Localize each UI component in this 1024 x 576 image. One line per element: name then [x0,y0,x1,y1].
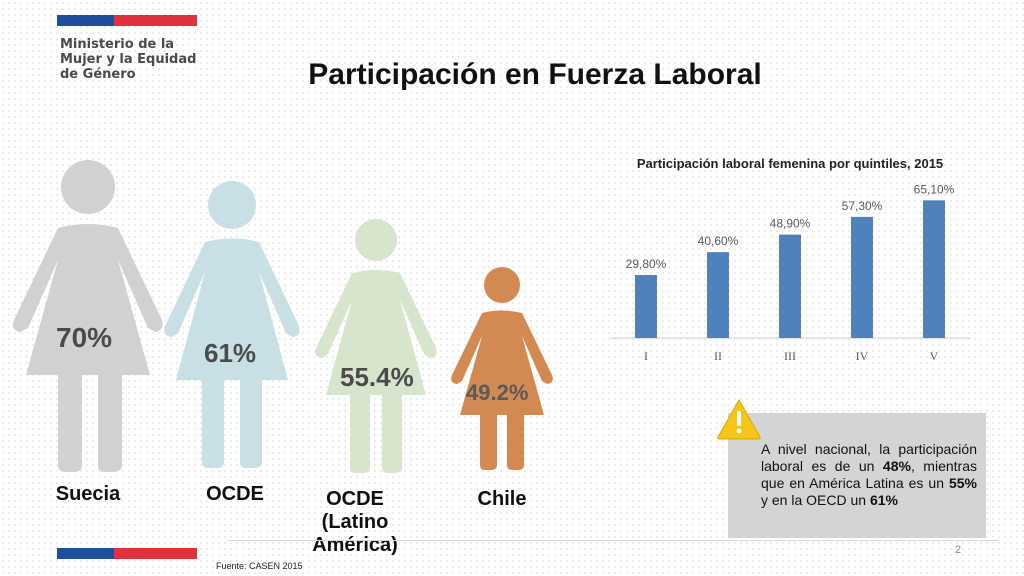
women-figures [12,160,553,473]
flag-blue-bottom [57,548,114,559]
bar-chart: 29,80% I 40,60% II 48,90% III 57,30% IV 65,10% V [610,182,970,363]
tick-label-IV: IV [856,349,869,363]
data-label-IV: 57,30% [842,199,883,213]
figure-label-ocde-latam-line1: OCDE [326,488,384,510]
figure-ocde-latam [315,219,437,473]
slide-title: Participación en Fuerza Laboral [308,58,762,91]
flag-red [114,15,197,26]
tick-label-III: III [784,349,796,363]
data-label-I: 29,80% [626,257,667,271]
note-part-2: , mientras que en América Latina es un [761,458,977,491]
figure-percent-suecia: 70% [56,322,113,353]
note-part-1: A nivel nacional, la participación labor… [761,441,977,474]
data-label-V: 65,10% [914,182,955,196]
figure-label-ocde: OCDE [206,483,264,505]
ministry-line-3: de Género [60,67,136,82]
figure-label-ocde-latam-line2: (Latino [321,511,389,533]
note-bold-3: 61% [869,492,898,508]
ministry-line-2: Mujer y la Equidad [60,52,197,67]
tick-label-I: I [644,349,648,363]
figure-label-ocde-latam: OCDE (Latino América) [300,488,410,557]
note-text: A nivel nacional, la participación labor… [761,441,977,509]
bar-V [923,200,945,338]
footer-divider [228,540,998,541]
figure-label-suecia: Suecia [55,483,121,505]
figure-chile [451,267,553,470]
bar-III [779,234,801,338]
figure-percent-chile: 49.2% [466,380,529,405]
data-label-II: 40,60% [698,234,739,248]
bar-IV [851,216,873,338]
flag-bar-bottom [57,548,197,559]
figure-percent-ocde: 61% [204,338,257,368]
bar-II [707,252,729,338]
flag-red-bottom [114,548,197,559]
tick-label-II: II [714,349,722,363]
page-number: 2 [955,544,962,556]
bar-I [635,274,657,338]
figure-percent-ocde-latam: 55.4% [340,362,414,392]
ministry-logo-text: Ministerio de la Mujer y la Equidad de G… [60,37,230,82]
note-part-3: y en la OECD un [761,492,870,508]
flag-bar-top [57,15,197,26]
note-box: A nivel nacional, la participación labor… [728,413,986,538]
tick-label-V: V [930,349,939,363]
figure-ocde [164,181,300,468]
note-bold-2: 55% [948,475,977,491]
note-bold-1: 48% [882,458,911,474]
figure-suecia [12,160,163,472]
warning-icon [717,398,761,440]
figure-label-ocde-latam-line3: América) [312,534,398,556]
chart-title: Participación laboral femenina por quint… [636,156,944,171]
figure-label-chile: Chile [477,488,527,510]
ministry-line-1: Ministerio de la [60,37,175,52]
flag-blue [57,15,114,26]
source-note: Fuente: CASEN 2015 [216,561,303,571]
data-label-III: 48,90% [770,217,811,231]
